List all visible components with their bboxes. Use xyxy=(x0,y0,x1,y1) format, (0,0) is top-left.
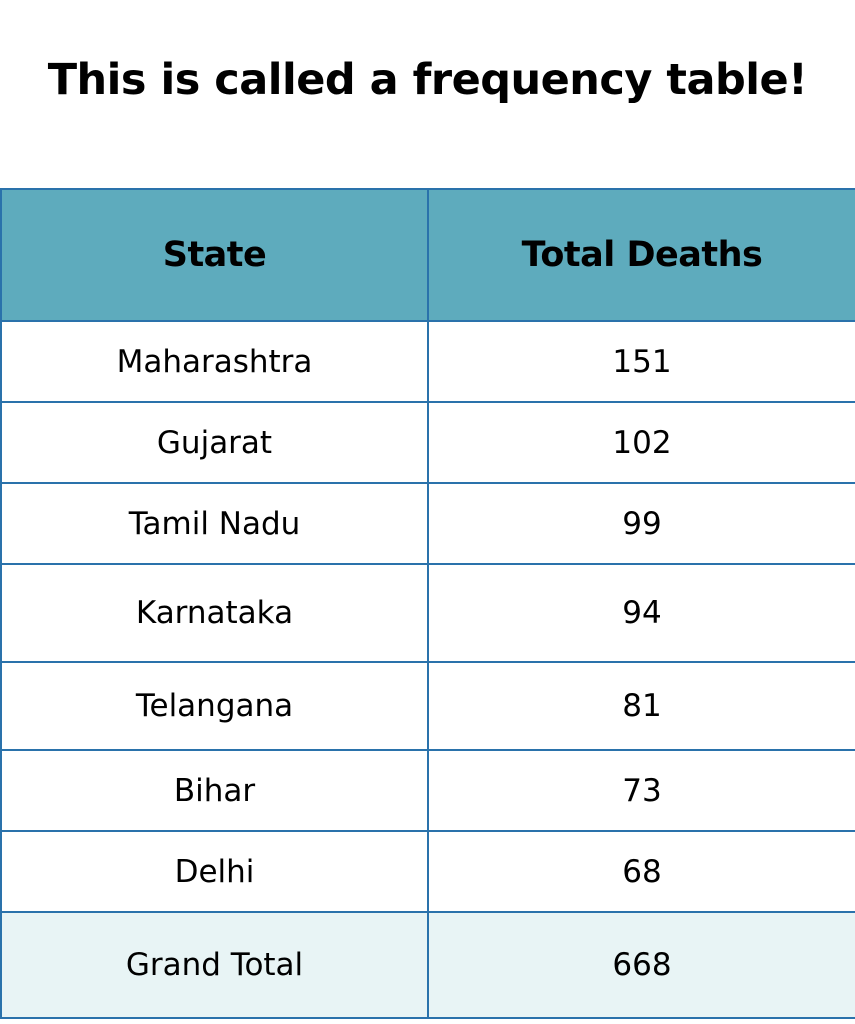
column-header-state: State xyxy=(0,188,429,322)
frequency-table: State Total Deaths Maharashtra 151 Gujar… xyxy=(0,188,855,1019)
column-header-total-deaths: Total Deaths xyxy=(427,188,855,322)
deaths-cell: 99 xyxy=(427,482,855,565)
deaths-cell: 73 xyxy=(427,749,855,832)
state-cell: Tamil Nadu xyxy=(0,482,429,565)
state-cell: Delhi xyxy=(0,830,429,913)
page-title: This is called a frequency table! xyxy=(47,55,808,105)
grand-total-row: Grand Total 668 xyxy=(0,911,855,1019)
table-row: Bihar 73 xyxy=(0,749,855,832)
table-header-row: State Total Deaths xyxy=(0,188,855,322)
table-row: Gujarat 102 xyxy=(0,401,855,484)
state-cell: Karnataka xyxy=(0,563,429,663)
table-row: Delhi 68 xyxy=(0,830,855,913)
table-row: Karnataka 94 xyxy=(0,563,855,663)
state-cell: Maharashtra xyxy=(0,320,429,403)
table-row: Tamil Nadu 99 xyxy=(0,482,855,565)
state-cell: Bihar xyxy=(0,749,429,832)
deaths-cell: 81 xyxy=(427,661,855,751)
state-cell: Telangana xyxy=(0,661,429,751)
deaths-cell: 94 xyxy=(427,563,855,663)
deaths-cell: 68 xyxy=(427,830,855,913)
state-cell: Gujarat xyxy=(0,401,429,484)
table-row: Maharashtra 151 xyxy=(0,320,855,403)
grand-total-label: Grand Total xyxy=(0,911,429,1019)
deaths-cell: 151 xyxy=(427,320,855,403)
table-row: Telangana 81 xyxy=(0,661,855,751)
deaths-cell: 102 xyxy=(427,401,855,484)
grand-total-value: 668 xyxy=(427,911,855,1019)
